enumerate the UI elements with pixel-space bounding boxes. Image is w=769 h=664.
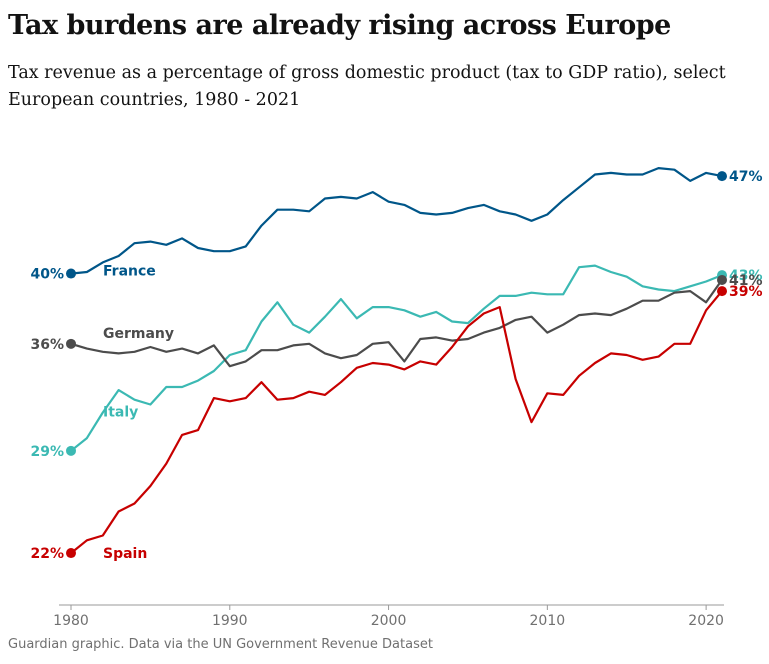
series-end-label-spain: 39%	[729, 284, 763, 300]
series-line-france	[69, 167, 724, 275]
series-start-marker-france	[66, 268, 76, 279]
chart-title: Tax burdens are already rising across Eu…	[8, 10, 671, 41]
series-labels: 40% 47% France 29% 43% Italy 36% 41% Germany 22% 3…	[30, 169, 762, 562]
x-tick-label: 1990	[212, 613, 248, 629]
series-start-label-spain: 22%	[30, 546, 64, 562]
series-line-italy	[69, 264, 724, 452]
series-start-label-germany: 36%	[30, 337, 64, 353]
series-name-label-spain: Spain	[103, 546, 147, 562]
series-name-label-italy: Italy	[103, 405, 138, 421]
series-end-label-france: 47%	[729, 169, 763, 185]
series-markers	[66, 171, 727, 559]
series-end-marker-france	[717, 171, 727, 182]
series-start-label-italy: 29%	[30, 444, 64, 460]
series-lines	[69, 167, 724, 555]
series-start-marker-italy	[66, 445, 76, 456]
x-tick-label: 1980	[53, 613, 89, 629]
chart-subtitle: Tax revenue as a percentage of gross dom…	[8, 63, 726, 110]
series-start-marker-spain	[66, 548, 76, 559]
series-line-spain	[69, 290, 724, 555]
series-end-marker-spain	[717, 286, 727, 297]
series-end-label-germany: 41%	[729, 273, 763, 289]
series-start-label-france: 40%	[30, 267, 64, 283]
x-tick-label: 2000	[371, 613, 407, 629]
series-start-marker-germany	[66, 338, 76, 349]
series-end-marker-germany	[717, 274, 727, 285]
series-line-germany	[69, 278, 724, 368]
x-axis: 1980 1990 2000 2010 2020	[53, 604, 724, 629]
series-end-label-italy: 43%	[729, 268, 763, 284]
series-name-label-germany: Germany	[103, 326, 174, 342]
source-note: Guardian graphic. Data via the UN Govern…	[8, 637, 433, 652]
x-tick-label: 2010	[530, 613, 566, 629]
x-tick-label: 2020	[688, 613, 724, 629]
series-name-label-france: France	[103, 264, 156, 280]
